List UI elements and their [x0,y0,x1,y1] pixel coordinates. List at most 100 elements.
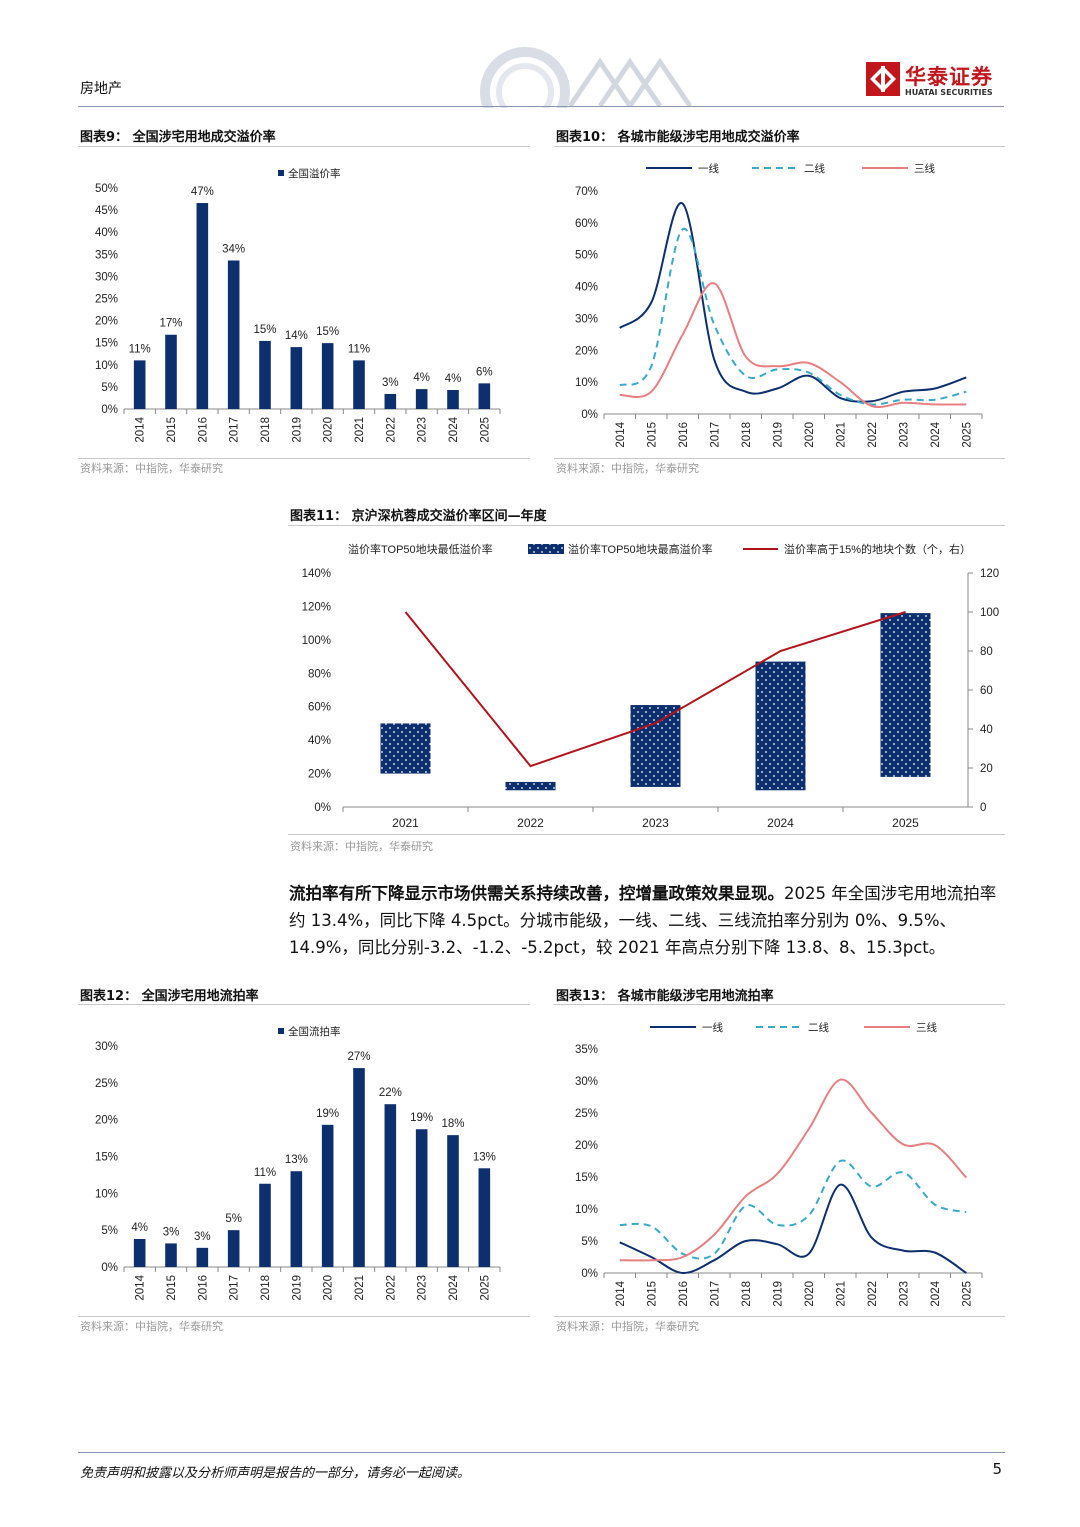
fig9-source: 资料来源：中指院，华泰研究 [80,462,223,475]
x-tick-label: 2020 [323,1275,335,1301]
x-tick-label: 2022 [517,816,544,830]
bar [259,340,271,409]
legend-label: 一线 [698,162,719,175]
bar [384,1104,397,1267]
bar-value-label: 11% [348,343,370,355]
x-tick-label: 2023 [417,1275,429,1301]
x-tick-label: 2024 [448,1274,460,1300]
x-tick-label: 2019 [291,417,303,443]
x-tick-label: 2023 [417,417,429,443]
bar-value-label: 11% [129,343,151,355]
fig10-chart: 一线 二线 三线 0% 10% 20% 30% 40% 50% 60% 70% 2014 2015 201… [575,162,983,448]
x-tick-label: 2025 [479,1275,491,1301]
x-tick-label: 2015 [646,1281,658,1307]
bar [196,1247,209,1267]
y-tick-label: 40% [95,227,118,239]
fig12-rule [78,1004,530,1005]
range-bar [755,661,806,791]
fig13-bottom-rule [554,1316,1005,1317]
range-bar [880,613,931,777]
legend-label: 全国流拍率 [288,1025,341,1038]
y-tick-label: 15% [95,338,118,350]
y-tick-label: 0% [314,802,331,814]
bar-value-label: 3% [194,1231,211,1243]
y2-tick-label: 120 [980,568,999,580]
y-tick-label: 25% [95,294,118,306]
y-tick-label: 60% [575,218,598,230]
header-decoration [480,47,693,108]
y-tick-label: 15% [95,1152,118,1164]
y-tick-label: 100% [302,635,331,647]
y-tick-label: 50% [575,250,598,262]
x-tick-label: 2014 [615,1280,627,1306]
x-tick-label: 2016 [197,1275,209,1301]
logo-text-en: HUATAI SECURITIES [905,88,993,97]
y-tick-label: 30% [575,313,598,325]
bar [321,343,334,409]
fig12-source: 资料来源：中指院，华泰研究 [80,1320,223,1333]
x-tick-label: 2023 [898,1281,910,1307]
bar [353,1068,365,1267]
legend-label: 二线 [808,1021,829,1034]
paragraph-lead: 流拍率有所下降显示市场供需关系持续改善，控增量政策效果显现。 [289,884,784,903]
y-tick-label: 0% [581,409,598,421]
x-tick-label: 2024 [930,1280,942,1306]
body-paragraph: 流拍率有所下降显示市场供需关系持续改善，控增量政策效果显现。2025 年全国涉宅… [289,880,1007,961]
fig12-title: 图表12： 全国涉宅用地流拍率 [80,989,259,1004]
y-tick-label: 10% [95,1188,118,1200]
y-tick-label: 80% [308,668,331,680]
huatai-logo-icon [866,62,900,96]
y2-tick-label: 20 [980,763,993,775]
bar-value-label: 3% [163,1226,180,1238]
x-tick-label: 2021 [835,1281,847,1307]
series-line [619,1159,967,1260]
x-tick-label: 2025 [479,417,491,443]
x-tick-label: 2019 [772,422,784,448]
bar-value-label: 22% [379,1087,402,1099]
logo-text-cn: 华泰证券 [905,65,993,89]
fig12-bottom-rule [78,1316,530,1317]
x-tick-label: 2019 [291,1275,303,1301]
header-rule [78,106,1004,107]
y-tick-label: 15% [575,1172,598,1184]
fig10-source: 资料来源：中指院，华泰研究 [556,462,699,475]
bar [478,383,491,409]
bar [478,1168,491,1267]
bar [133,1239,146,1267]
fig10-rule [554,146,1005,147]
x-tick-label: 2015 [646,422,658,448]
legend-label: 溢价率TOP50地块最低溢价率 [348,542,493,556]
fig11-rule [288,525,1005,526]
x-tick-label: 2022 [867,1281,879,1307]
y-tick-label: 10% [575,1204,598,1216]
bar [415,389,428,409]
bar [196,203,209,409]
x-tick-label: 2024 [448,416,460,442]
paragraph-body: 2025 年全国涉宅用地流拍率约 13.4%，同比下降 4.5pct。分城市能级… [289,884,997,957]
x-tick-label: 2016 [197,417,209,443]
x-tick-label: 2015 [166,417,178,443]
x-tick-label: 2016 [678,1281,690,1307]
x-tick-label: 2014 [135,416,147,442]
x-tick-label: 2023 [642,816,669,830]
section-label: 房地产 [80,81,122,97]
x-tick-label: 2018 [260,417,272,443]
bar [290,1171,303,1267]
y-tick-label: 20% [575,345,598,357]
y-tick-label: 30% [95,1041,118,1053]
range-bar [380,723,431,774]
y-tick-label: 20% [575,1140,598,1152]
range-bar [630,705,681,787]
legend-label: 全国溢价率 [288,167,341,180]
bar [447,389,459,409]
page-number: 5 [992,1460,1002,1478]
y-tick-label: 5% [581,1236,598,1248]
bar-value-label: 15% [253,324,276,336]
x-tick-label: 2022 [385,417,397,443]
bar [415,1129,428,1267]
bar [290,347,303,409]
y2-tick-label: 100 [980,607,999,619]
fig9-rule [78,146,530,147]
bar-value-label: 6% [476,366,493,378]
x-tick-label: 2015 [166,1275,178,1301]
